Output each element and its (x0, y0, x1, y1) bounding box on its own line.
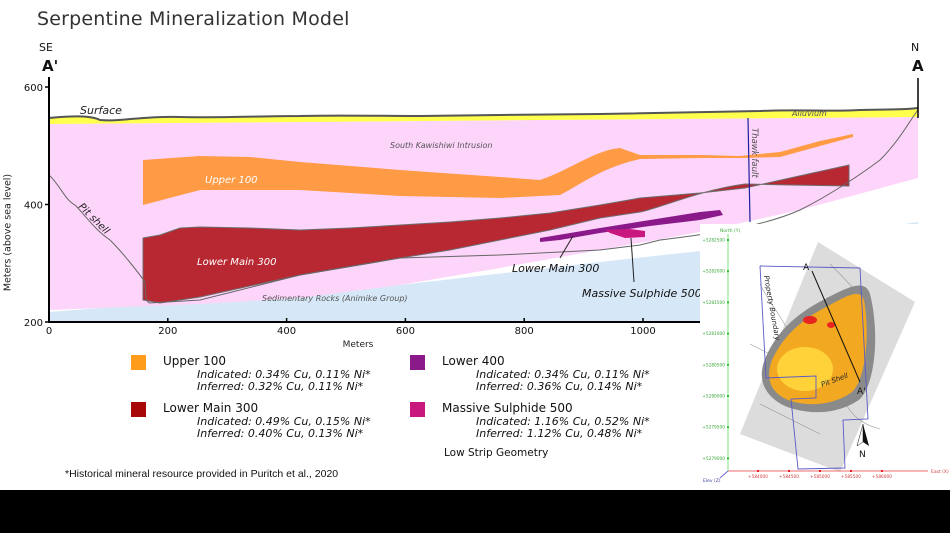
x-tick-label: 600 (396, 326, 415, 337)
surface-line (48, 107, 919, 122)
lower-main-300-zone (142, 164, 850, 304)
inset-north-tick (727, 239, 729, 241)
legend-swatch (410, 355, 425, 370)
inset-east-tick (850, 470, 852, 472)
footnote: *Historical mineral resource provided in… (65, 468, 339, 480)
inset-map: A A' Property Boundary Pit Shell N North… (700, 224, 950, 486)
massive-sulphide-leader-line (630, 237, 635, 283)
inset-north-tick (727, 395, 729, 397)
y-tick-label: 200 (24, 318, 43, 329)
inset-north-tick (727, 332, 729, 335)
property-boundary-line (759, 265, 869, 470)
inset-east-tick-label: +585500 (841, 474, 861, 480)
sedimentary-label: Sedimentary Rocks (Animike Group) (262, 294, 408, 303)
north-arrow-icon-light (856, 423, 864, 447)
thawk-fault-line (747, 117, 751, 223)
inset-elev-axis-label: Elev (Z) (703, 478, 721, 484)
legend-name: Lower 400 (442, 354, 505, 368)
inset-east-tick (819, 470, 821, 472)
lower-400-zone (540, 210, 723, 242)
x-tick-label: 400 (277, 326, 296, 337)
legend-inferred: Inferred: 0.36% Cu, 0.14% Ni* (476, 380, 643, 393)
massive-sulphide-500-zone (605, 229, 645, 238)
red-hotspot-1 (803, 316, 817, 324)
inset-north-tick-label: +5279000 (702, 456, 725, 462)
red-hotspot-2 (827, 322, 835, 328)
inset-east-tick-label: +584500 (779, 474, 799, 480)
inset-map-svg: A A' Property Boundary Pit Shell N North… (702, 228, 949, 484)
legend-indicated: Indicated: 1.16% Cu, 0.52% Ni* (476, 415, 650, 428)
inset-section-a-prime: A' (857, 387, 866, 397)
alluvium-label: Alluvium (791, 109, 827, 118)
north-arrow-icon (863, 424, 869, 446)
x-axis-label: Meters (343, 340, 374, 350)
inset-north-tick-label: +5281500 (702, 300, 725, 306)
inset-north-tick-label: +5282500 (702, 238, 725, 244)
right-direction-label: N (911, 41, 920, 54)
inset-north-tick-label: +5282000 (702, 269, 725, 275)
legend-swatch (131, 355, 146, 370)
inset-east-axis-label: East (X) (931, 469, 949, 475)
inset-north-tick (727, 426, 729, 429)
inset-east-tick (881, 470, 883, 472)
lower-main-300-callout: Lower Main 300 (512, 262, 599, 275)
x-tick-label: 0 (46, 326, 52, 337)
inset-north-axis-label: North (Y) (720, 228, 741, 234)
upper-100-zone (143, 134, 853, 205)
inset-east-tick (757, 470, 759, 472)
section-line (811, 270, 861, 383)
inset-property-boundary-label: Property Boundary (762, 275, 781, 342)
y-tick-label: 400 (24, 201, 43, 212)
inset-north-tick (727, 457, 729, 460)
inset-east-tick (788, 470, 790, 472)
legend-swatch (131, 402, 146, 417)
inset-north-tick-label: +5280500 (702, 362, 725, 368)
legend-inferred: Inferred: 0.32% Cu, 0.11% Ni* (197, 380, 364, 393)
inset-east-tick-label: +585000 (810, 474, 830, 480)
intrusion-label: South Kawishiwi Intrusion (390, 141, 492, 150)
inset-north-tick-label: +5281000 (702, 331, 725, 337)
legend-name: Upper 100 (163, 354, 227, 368)
pit-yellow-patch (777, 347, 833, 391)
geometry-caption: Low Strip Geometry (444, 447, 549, 459)
lower-main-300-label: Lower Main 300 (197, 257, 276, 268)
north-arrow-label: N (859, 450, 866, 460)
pit-shell-line (48, 109, 919, 304)
right-section-label: A (912, 57, 924, 75)
legend-swatch (410, 402, 425, 417)
left-direction-label: SE (39, 41, 53, 54)
surface-label: Surface (80, 104, 122, 117)
x-tick-label: 800 (515, 326, 534, 337)
inset-north-tick-label: +5280000 (702, 394, 725, 400)
legend-indicated: Indicated: 0.49% Cu, 0.15% Ni* (197, 415, 371, 428)
upper-100-label: Upper 100 (205, 175, 258, 186)
inset-east-tick-label: +584000 (748, 474, 768, 480)
legend-inferred: Inferred: 0.40% Cu, 0.13% Ni* (197, 427, 364, 440)
lower-main-leader-line (559, 235, 574, 259)
slide: Serpentine Mineralization Model SE A' N … (0, 0, 950, 490)
page-title: Serpentine Mineralization Model (37, 8, 350, 30)
inset-elev-axis (719, 470, 729, 479)
fault-label: Thawk fault (749, 128, 759, 178)
inset-north-tick (727, 270, 729, 273)
legend-indicated: Indicated: 0.34% Cu, 0.11% Ni* (476, 368, 650, 381)
y-tick-label: 600 (24, 83, 43, 94)
inset-north-tick (727, 301, 729, 304)
legend-name: Lower Main 300 (163, 401, 259, 415)
legend-name: Massive Sulphide 500 (442, 401, 573, 415)
inset-north-tick-label: +5279500 (702, 425, 725, 431)
massive-sulphide-500-callout: Massive Sulphide 500 (582, 287, 702, 300)
x-tick-label: 200 (158, 326, 177, 337)
x-tick-label: 1000 (630, 326, 655, 337)
legend-inferred: Inferred: 1.12% Cu, 0.48% Ni* (476, 427, 643, 440)
inset-section-a: A (803, 263, 810, 273)
left-section-label: A' (42, 57, 59, 75)
legend-indicated: Indicated: 0.34% Cu, 0.11% Ni* (197, 368, 371, 381)
inset-east-tick-label: +586000 (872, 474, 892, 480)
inset-north-tick (727, 363, 729, 366)
